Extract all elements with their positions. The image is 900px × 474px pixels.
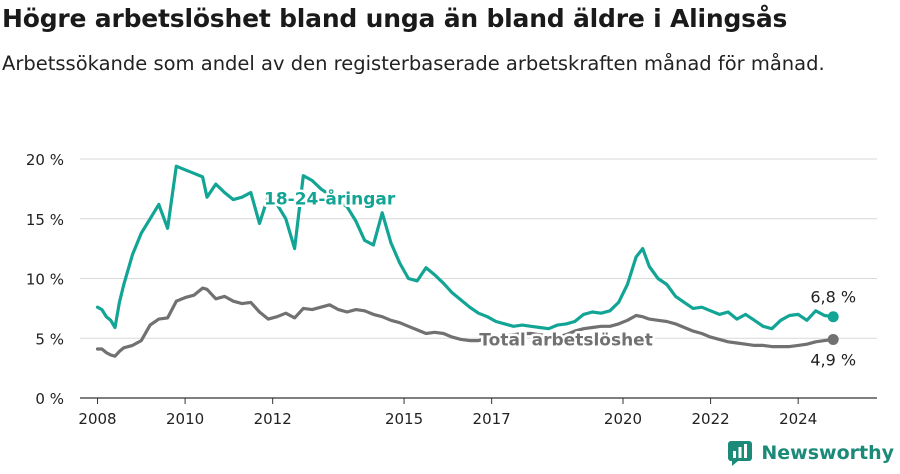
total-series-line	[95, 286, 835, 358]
y-tick-label: 0 %	[35, 390, 64, 408]
youth-series-line	[95, 164, 835, 331]
x-tick-label: 2024	[779, 410, 817, 428]
youth-series-label: 18-24-åringar	[264, 187, 396, 209]
x-tick-label: 2020	[604, 410, 642, 428]
youth-end-label: 6,8 %	[810, 288, 856, 307]
total-series-label: Total arbetslöshet	[479, 330, 653, 350]
brand-logo: Newsworthy	[727, 440, 894, 466]
x-tick-label: 2008	[78, 410, 116, 428]
newsworthy-logo-icon	[728, 441, 753, 466]
series-lines	[95, 164, 839, 358]
total-end-label: 4,9 %	[810, 350, 856, 369]
youth-end-point	[827, 311, 839, 323]
y-tick-label: 20 %	[26, 151, 64, 169]
x-tick-label: 2010	[166, 410, 204, 428]
chart-subtitle: Arbetssökande som andel av den registerb…	[2, 52, 825, 75]
y-tick-label: 5 %	[35, 330, 64, 348]
grid-lines	[80, 158, 877, 399]
x-tick-label: 2022	[691, 410, 729, 428]
x-axis: 2008 2010 2012 2015 2017 2020 2022 2024	[78, 398, 817, 428]
brand-name: Newsworthy	[761, 442, 894, 464]
y-tick-label: 10 %	[26, 271, 64, 289]
chart-title: Högre arbetslöshet bland unga än bland ä…	[2, 4, 788, 33]
x-tick-label: 2017	[473, 410, 511, 428]
x-tick-label: 2012	[254, 410, 292, 428]
y-axis: 0 % 5 % 10 % 15 % 20 %	[26, 151, 64, 408]
y-tick-label: 15 %	[26, 211, 64, 229]
x-tick-label: 2015	[385, 410, 423, 428]
total-end-point	[827, 333, 839, 345]
series-labels: 6,8 % 4,9 % 18-24-åringar Total arbetslöshe…	[261, 185, 856, 370]
